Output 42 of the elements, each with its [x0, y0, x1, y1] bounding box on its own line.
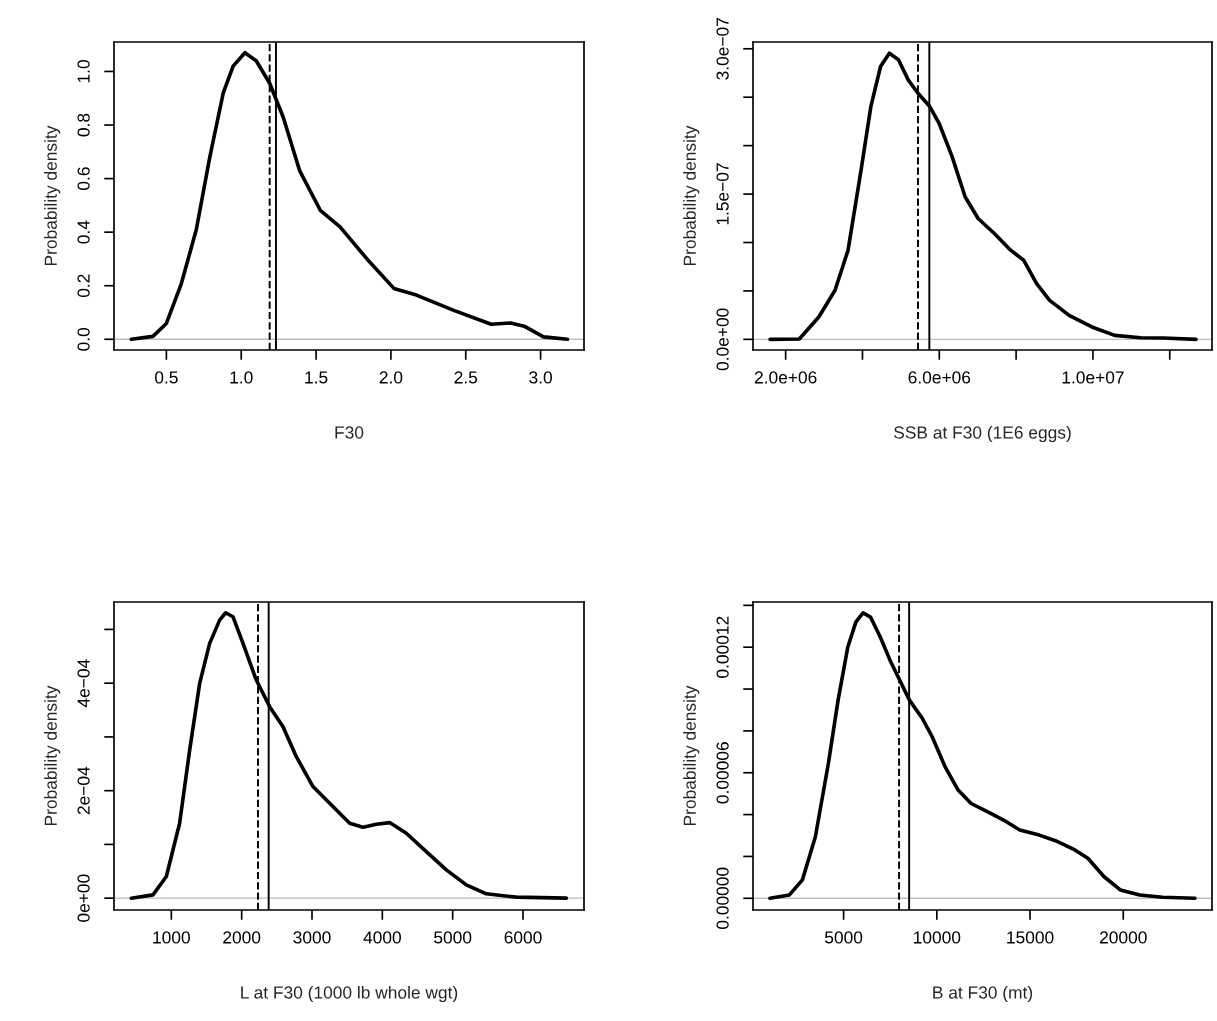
- y-tick-label: 0.00012: [716, 616, 729, 678]
- y-tick-label: 0.6: [77, 167, 90, 190]
- x-tick-label: 6.0e+06: [908, 371, 971, 384]
- x-tick-label: 1.0e+07: [1062, 371, 1124, 384]
- x-tick-label: 5000: [824, 931, 863, 944]
- x-tick-label: 2.5: [454, 371, 478, 384]
- x-tick-label: 1.5: [305, 371, 328, 384]
- x-tick-label: 3.0: [529, 371, 552, 384]
- x-tick-label: 1000: [153, 931, 190, 944]
- y-tick-label: 0.8: [77, 113, 90, 137]
- x-axis-title: L at F30 (1000 lb whole wgt): [241, 985, 458, 1003]
- x-axis-title: B at F30 (mt): [933, 985, 1033, 1003]
- x-tick-label: 0.5: [155, 371, 178, 384]
- x-tick-label: 10000: [914, 931, 961, 944]
- x-tick-label: 5000: [434, 931, 472, 944]
- y-tick-label: 0.0: [77, 327, 90, 351]
- x-tick-label: 3000: [293, 931, 331, 944]
- x-tick-label: 6000: [504, 931, 542, 944]
- y-axis-title: Probability density: [44, 125, 61, 266]
- y-tick-label: 2e−04: [77, 766, 90, 815]
- x-tick-label: 20000: [1099, 931, 1147, 944]
- x-tick-label: 1.0: [230, 371, 253, 384]
- y-tick-label: 1.5e−07: [716, 163, 729, 225]
- x-tick-label: 2.0: [379, 371, 403, 384]
- x-axis-title: SSB at F30 (1E6 eggs): [894, 425, 1071, 443]
- y-axis-title: Probability density: [44, 685, 61, 826]
- y-tick-label: 0.00006: [716, 742, 729, 804]
- y-axis-title: Probability density: [683, 685, 700, 826]
- x-axis-title: F30: [335, 426, 364, 439]
- y-tick-label: 3.0e−07: [716, 18, 729, 80]
- y-axis-title: Probability density: [683, 125, 700, 266]
- x-tick-label: 4000: [363, 931, 401, 944]
- y-tick-label: 0.4: [77, 220, 90, 244]
- y-tick-label: 0.0e+00: [716, 308, 729, 371]
- y-tick-label: 4e−04: [77, 659, 90, 708]
- x-tick-label: 15000: [1007, 931, 1054, 944]
- y-tick-label: 0e+00: [77, 874, 90, 922]
- y-tick-label: 0.00000: [716, 867, 729, 929]
- x-tick-label: 2000: [223, 931, 261, 944]
- x-tick-label: 2.0e+06: [754, 371, 817, 384]
- y-tick-label: 1.0: [77, 60, 90, 83]
- y-tick-label: 0.2: [77, 274, 90, 298]
